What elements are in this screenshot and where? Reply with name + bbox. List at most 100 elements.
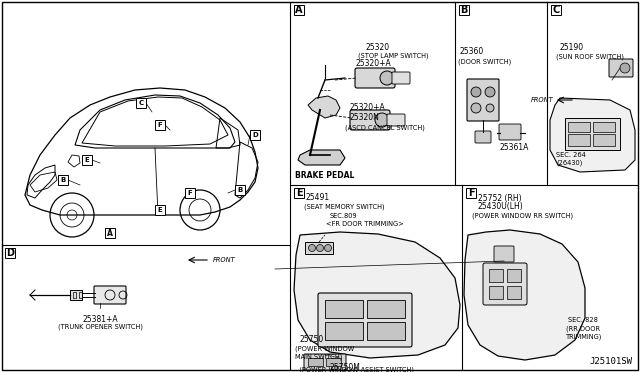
Bar xyxy=(459,5,469,15)
Bar xyxy=(70,290,82,300)
Polygon shape xyxy=(298,150,345,165)
Text: B: B xyxy=(237,187,243,193)
Text: E: E xyxy=(157,207,163,213)
Bar xyxy=(305,242,333,254)
Text: SEC. 828: SEC. 828 xyxy=(568,317,598,323)
Text: MAIN SWITCH): MAIN SWITCH) xyxy=(295,354,342,360)
Bar xyxy=(308,358,323,366)
Text: 25320: 25320 xyxy=(365,44,389,52)
Circle shape xyxy=(380,71,394,85)
Circle shape xyxy=(486,104,494,112)
Text: 25320+A: 25320+A xyxy=(355,58,391,67)
Bar xyxy=(551,5,561,15)
Text: A: A xyxy=(107,228,113,237)
Text: E: E xyxy=(84,157,90,163)
Bar xyxy=(155,205,165,215)
Bar xyxy=(250,130,260,140)
Circle shape xyxy=(375,113,389,127)
Text: SEC. 264: SEC. 264 xyxy=(556,152,586,158)
Text: (POWER WINDOW ASSIST SWITCH): (POWER WINDOW ASSIST SWITCH) xyxy=(295,367,414,372)
Bar xyxy=(58,175,68,185)
Bar xyxy=(507,286,521,299)
Text: B: B xyxy=(60,177,66,183)
Text: BRAKE PEDAL: BRAKE PEDAL xyxy=(295,170,355,180)
Bar xyxy=(367,300,405,318)
Text: FRONT: FRONT xyxy=(213,257,236,263)
Text: (POWER WINDOW: (POWER WINDOW xyxy=(295,346,355,352)
Bar xyxy=(507,269,521,282)
Text: C: C xyxy=(138,100,143,106)
Bar xyxy=(568,122,590,132)
Bar xyxy=(79,292,82,298)
Text: F: F xyxy=(157,122,163,128)
Text: 25750: 25750 xyxy=(300,336,324,344)
Text: 25430U(LH): 25430U(LH) xyxy=(478,202,524,212)
Circle shape xyxy=(485,87,495,97)
FancyBboxPatch shape xyxy=(318,293,412,347)
Text: A: A xyxy=(295,5,303,15)
FancyBboxPatch shape xyxy=(392,72,410,84)
Bar xyxy=(294,188,304,198)
Text: J25101SW: J25101SW xyxy=(589,357,632,366)
Bar xyxy=(489,286,503,299)
Text: 25381+A: 25381+A xyxy=(82,315,118,324)
Bar xyxy=(105,228,115,238)
Text: D: D xyxy=(252,132,258,138)
Bar xyxy=(367,322,405,340)
Text: 25752 (RH): 25752 (RH) xyxy=(478,193,522,202)
Bar xyxy=(325,300,363,318)
FancyBboxPatch shape xyxy=(387,114,405,126)
FancyBboxPatch shape xyxy=(483,263,527,305)
Bar xyxy=(466,188,476,198)
FancyBboxPatch shape xyxy=(350,110,390,130)
FancyBboxPatch shape xyxy=(355,68,395,88)
Bar xyxy=(73,292,76,298)
Text: (POWER WINDOW RR SWITCH): (POWER WINDOW RR SWITCH) xyxy=(472,213,573,219)
Bar xyxy=(593,134,615,146)
Text: F: F xyxy=(468,188,474,198)
Polygon shape xyxy=(550,98,635,172)
Bar xyxy=(136,98,146,108)
Text: (SEAT MEMORY SWITCH): (SEAT MEMORY SWITCH) xyxy=(304,204,385,210)
Circle shape xyxy=(471,103,481,113)
Polygon shape xyxy=(308,96,340,118)
Text: TRIMMING): TRIMMING) xyxy=(566,334,602,340)
Text: 25360: 25360 xyxy=(460,48,484,57)
Text: (TRUNK OPENER SWITCH): (TRUNK OPENER SWITCH) xyxy=(58,323,143,330)
Bar xyxy=(155,120,165,130)
Text: 25491: 25491 xyxy=(306,193,330,202)
Circle shape xyxy=(471,87,481,97)
Text: 25190: 25190 xyxy=(560,44,584,52)
Text: FRONT: FRONT xyxy=(531,97,553,103)
Bar xyxy=(235,185,245,195)
Text: (STOP LAMP SWITCH): (STOP LAMP SWITCH) xyxy=(358,53,429,59)
Text: 25320+A: 25320+A xyxy=(350,103,386,112)
Bar xyxy=(568,134,590,146)
FancyBboxPatch shape xyxy=(467,79,499,121)
Text: D: D xyxy=(6,248,14,258)
Text: B: B xyxy=(460,5,468,15)
Text: (DOOR SWITCH): (DOOR SWITCH) xyxy=(458,59,511,65)
Circle shape xyxy=(620,63,630,73)
Bar xyxy=(326,358,341,366)
FancyBboxPatch shape xyxy=(475,131,491,143)
Text: 25320N: 25320N xyxy=(350,113,380,122)
Text: (ASCD CANCEL SWITCH): (ASCD CANCEL SWITCH) xyxy=(345,125,425,131)
Bar xyxy=(82,155,92,165)
Circle shape xyxy=(317,244,323,251)
Circle shape xyxy=(324,244,332,251)
Bar xyxy=(593,122,615,132)
Bar xyxy=(489,269,503,282)
Bar xyxy=(5,248,15,258)
FancyBboxPatch shape xyxy=(304,354,346,370)
Text: (RR DOOR: (RR DOOR xyxy=(566,326,600,332)
FancyBboxPatch shape xyxy=(94,286,126,304)
Text: SEC.809: SEC.809 xyxy=(330,213,358,219)
Text: E: E xyxy=(296,188,302,198)
Text: F: F xyxy=(188,190,193,196)
Text: (SUN ROOF SWITCH): (SUN ROOF SWITCH) xyxy=(556,54,624,60)
Bar xyxy=(325,322,363,340)
Text: <FR DOOR TRIMMING>: <FR DOOR TRIMMING> xyxy=(326,221,404,227)
Circle shape xyxy=(308,244,316,251)
Text: (26430): (26430) xyxy=(556,160,582,166)
